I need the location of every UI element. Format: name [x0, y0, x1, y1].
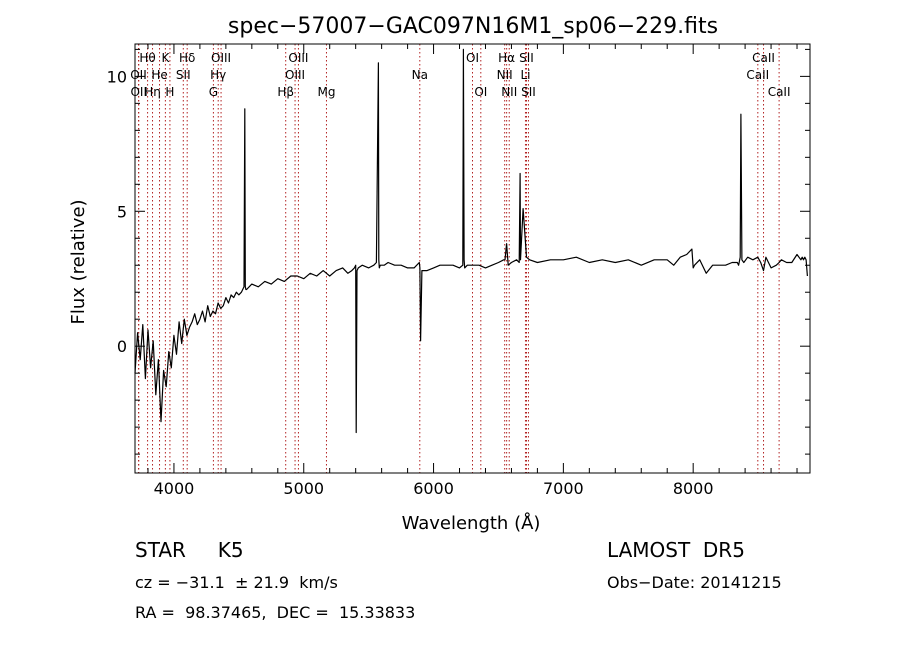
spectral-line-label: NII: [501, 85, 517, 99]
spectral-line-label: NII: [497, 68, 513, 82]
spectral-line-label: OIII: [285, 68, 305, 82]
spectral-line-label: CaII: [768, 85, 791, 99]
chart-title: spec−57007−GAC097N16M1_sp06−229.fits: [228, 14, 718, 39]
spectral-line-label: OIII: [288, 51, 308, 65]
plot-frame: [134, 43, 811, 474]
spectral-line-label: Hη: [144, 85, 161, 99]
spectral-line-label: SII: [519, 51, 534, 65]
spectral-line-label: K: [161, 51, 170, 65]
spectral-line-label: G: [209, 85, 218, 99]
spectrum-line: [134, 48, 808, 434]
spectral-line-label: OI: [466, 51, 479, 65]
spectral-line-label: Hδ: [179, 51, 195, 65]
spectral-line-label: OI: [474, 85, 487, 99]
spectral-line-markers: [138, 44, 780, 473]
y-axis: 0 5 10: [107, 48, 810, 455]
y-axis-label: Flux (relative): [68, 199, 89, 324]
coordinates-label: RA = 98.37465, DEC = 15.33833: [135, 603, 416, 622]
y-tick-label: 5: [117, 202, 127, 221]
x-axis-label: Wavelength (Å): [402, 512, 541, 534]
redshift-label: cz = −31.1 ± 21.9 km/s: [135, 573, 338, 592]
spectral-line-label: SII: [176, 68, 191, 82]
x-tick-label: 7000: [543, 479, 584, 498]
spectral-line-label: OIII: [211, 51, 231, 65]
spectral-line-label: OII: [130, 68, 147, 82]
y-tick-label: 10: [107, 67, 127, 86]
x-tick-label: 8000: [673, 479, 714, 498]
x-tick-label: 4000: [154, 479, 195, 498]
x-tick-label: 5000: [283, 479, 324, 498]
spectral-line-label: Hγ: [210, 68, 226, 82]
spectral-line-label: Hα: [498, 51, 515, 65]
object-class-label: STAR K5: [135, 538, 244, 562]
survey-label: LAMOST DR5: [607, 538, 745, 562]
spectral-line-label: Na: [412, 68, 428, 82]
spectral-line-label: CaII: [752, 51, 775, 65]
spectral-line-label: He: [151, 68, 167, 82]
x-tick-label: 6000: [413, 479, 454, 498]
spectral-line-label: Hβ: [277, 85, 294, 99]
spectral-line-label: CaII: [746, 68, 769, 82]
spectral-line-label: SII: [521, 85, 536, 99]
spectral-line-label: Li: [520, 68, 530, 82]
spectral-line-label: H: [165, 85, 174, 99]
x-axis: 4000 5000 6000 7000 8000: [147, 44, 798, 498]
observation-date-label: Obs−Date: 20141215: [607, 573, 782, 592]
y-tick-label: 0: [117, 337, 127, 356]
spectral-line-label: Mg: [317, 85, 335, 99]
spectral-line-label: Hθ: [139, 51, 155, 65]
